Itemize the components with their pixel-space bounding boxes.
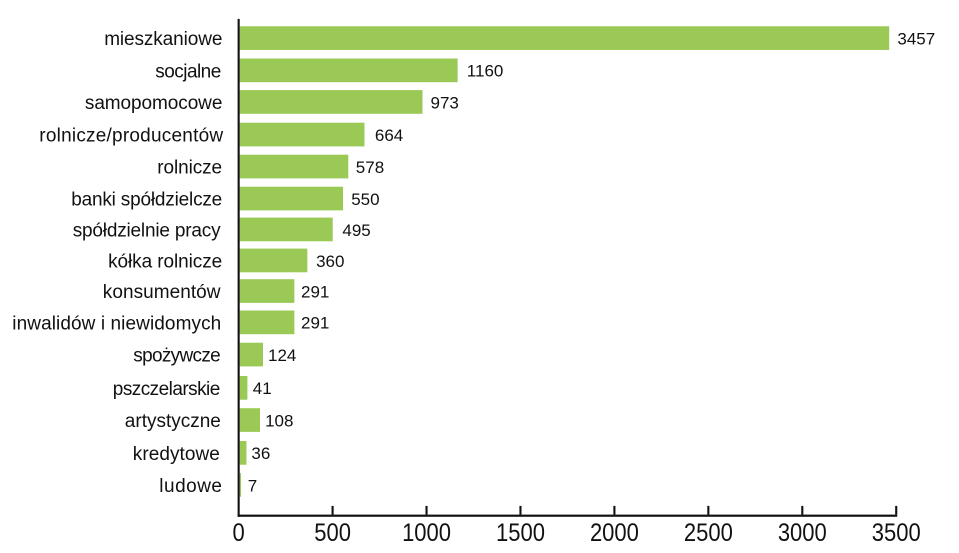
svg-text:495: 495 (342, 221, 370, 240)
svg-text:1000: 1000 (402, 519, 451, 546)
svg-text:mieszkaniowe: mieszkaniowe (104, 29, 222, 50)
svg-text:36: 36 (251, 444, 270, 463)
svg-text:973: 973 (431, 93, 459, 112)
svg-text:konsumentów: konsumentów (103, 282, 221, 303)
svg-text:3457: 3457 (897, 29, 935, 48)
svg-text:124: 124 (268, 346, 296, 365)
svg-text:578: 578 (356, 158, 384, 177)
svg-text:291: 291 (301, 282, 329, 301)
svg-text:7: 7 (248, 476, 257, 495)
svg-text:1500: 1500 (496, 519, 545, 546)
svg-text:socjalne: socjalne (155, 61, 221, 82)
svg-text:kredytowe: kredytowe (133, 444, 220, 465)
svg-text:samopomocowe: samopomocowe (85, 93, 223, 114)
svg-text:rolnicze/producentów: rolnicze/producentów (39, 125, 223, 146)
svg-text:artystyczne: artystyczne (125, 411, 221, 432)
svg-text:550: 550 (351, 190, 379, 209)
svg-text:2000: 2000 (590, 519, 639, 546)
svg-text:500: 500 (314, 519, 351, 546)
svg-text:spożywcze: spożywcze (133, 345, 220, 366)
svg-text:2500: 2500 (684, 519, 733, 546)
svg-text:1160: 1160 (467, 62, 504, 81)
svg-text:3000: 3000 (778, 519, 827, 546)
svg-text:0: 0 (233, 519, 245, 546)
svg-text:banki spółdzielcze: banki spółdzielcze (71, 189, 222, 210)
svg-text:41: 41 (253, 379, 272, 398)
svg-text:pszczelarskie: pszczelarskie (113, 379, 221, 400)
svg-text:inwalidów i niewidomych: inwalidów i niewidomych (12, 313, 221, 334)
svg-text:291: 291 (301, 314, 329, 333)
svg-text:108: 108 (265, 411, 293, 430)
svg-text:360: 360 (316, 252, 344, 271)
svg-text:rolnicze: rolnicze (157, 157, 222, 178)
svg-text:spółdzielnie pracy: spółdzielnie pracy (73, 220, 221, 241)
svg-text:ludowe: ludowe (159, 476, 222, 497)
svg-text:664: 664 (375, 126, 403, 145)
svg-text:kółka rolnicze: kółka rolnicze (108, 251, 222, 272)
svg-text:3500: 3500 (872, 519, 921, 546)
